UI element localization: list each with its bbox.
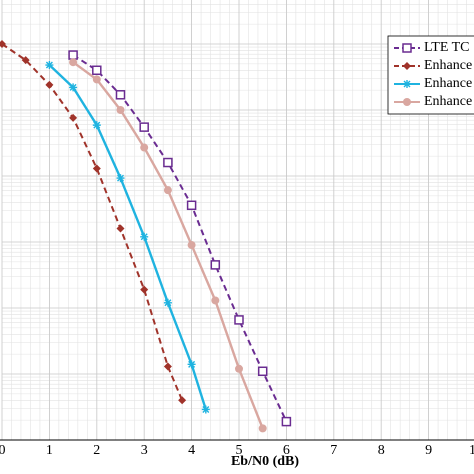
marker	[116, 224, 125, 233]
x-tick-label: 8	[378, 443, 385, 458]
marker	[140, 232, 149, 241]
marker	[116, 174, 125, 183]
legend-marker	[403, 62, 411, 70]
series-line	[72, 54, 288, 423]
marker	[210, 260, 221, 270]
x-tick-label: 3	[141, 443, 148, 458]
legend-label: Enhance	[424, 76, 472, 91]
plot-area	[0, 40, 292, 433]
marker	[163, 298, 172, 307]
x-tick-label: 7	[330, 443, 337, 458]
marker	[211, 296, 220, 305]
marker	[163, 157, 173, 168]
marker	[187, 241, 196, 250]
marker	[234, 315, 244, 325]
marker	[21, 56, 30, 65]
marker	[45, 61, 54, 70]
marker	[69, 58, 78, 67]
legend-label: Enhance	[424, 58, 472, 73]
marker	[163, 186, 172, 195]
marker	[92, 121, 101, 130]
marker	[115, 90, 126, 100]
marker	[45, 80, 54, 89]
x-tick-label: 4	[188, 443, 195, 458]
legend-marker	[403, 98, 411, 106]
series-line	[1, 43, 184, 401]
marker	[92, 164, 101, 173]
marker	[187, 360, 196, 369]
marker	[92, 65, 102, 76]
marker	[235, 364, 243, 373]
marker	[258, 424, 267, 433]
marker	[257, 366, 268, 377]
legend-label: Enhance	[424, 94, 472, 109]
marker	[92, 75, 101, 84]
marker	[68, 50, 78, 60]
legend-marker	[403, 80, 411, 88]
x-axis-label: Eb/N0 (dB)	[231, 454, 299, 469]
x-tick-label: 5	[236, 443, 243, 458]
marker	[69, 113, 78, 122]
x-tick-label: 0	[0, 443, 6, 458]
legend-marker	[402, 43, 412, 53]
marker	[140, 285, 149, 294]
marker	[163, 362, 172, 371]
x-tick-label: 10	[469, 443, 474, 458]
marker	[0, 40, 6, 48]
x-tick-label: 2	[93, 443, 100, 458]
grid	[1, 0, 474, 441]
x-tick-label: 1	[46, 443, 53, 458]
legend-label: LTE TC	[424, 40, 470, 55]
marker	[186, 200, 197, 211]
x-tick-label: 9	[425, 443, 432, 458]
marker	[201, 405, 210, 414]
marker	[281, 416, 292, 427]
legend: LTE TC Enhance Enhance Enhance	[387, 35, 474, 115]
series-line	[48, 64, 207, 410]
x-tick-label: 6	[283, 443, 290, 458]
marker	[69, 83, 78, 92]
marker	[116, 106, 125, 114]
marker	[140, 143, 149, 152]
marker	[139, 122, 149, 132]
marker	[178, 396, 187, 405]
